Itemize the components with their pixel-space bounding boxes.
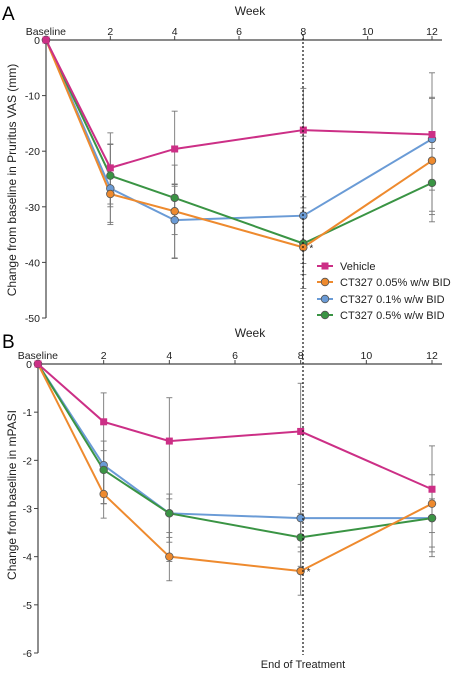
panel-a-top-axis-title: Week [235,4,266,18]
legend-marker-ct327-01 [320,294,330,304]
panel-b-line-ct327-01 [37,363,432,520]
panel-a-line-ct327-005 [45,39,433,249]
panel-b-y-tick-label: 0 [26,359,32,371]
panel-b-x-tick-label: 10 [360,350,372,362]
panel-b-point-ct327-05 [165,509,174,518]
legend-label-vehicle: Vehicle [340,261,375,273]
panel-a-y-tick-label: -50 [25,313,40,325]
panel-b-line-vehicle [37,363,433,491]
panel-a-point-ct327-05 [427,178,437,188]
panel-a-x-tick-label: 2 [107,26,113,38]
panel-a: A Week Change from baseline in Pruritus … [2,4,451,325]
panel-a-y-tick-label: -10 [25,91,40,103]
panel-a-x-tick-label: 8 [300,26,306,38]
panel-a-x-tick-label: 4 [172,26,178,38]
panel-b-point-ct327-005 [427,499,437,508]
panel-b-y-tick-label: -5 [23,600,32,612]
panel-a-y-tick-label: 0 [34,35,40,47]
panel-b-y-tick-label: -1 [23,407,32,419]
legend: Vehicle CT327 0.05% w/w BID CT327 0.1% w… [317,261,451,322]
legend-label-ct327-01: CT327 0.1% w/w BID [340,294,445,306]
panel-a-point-ct327-05 [170,193,179,203]
panel-b-x-tick-label: Baseline [18,350,58,362]
panel-b-point-vehicle [297,427,305,435]
panel-b-point-ct327-005 [99,489,108,499]
panel-b-point-ct327-005 [165,552,174,561]
panel-a-line-ct327-05 [45,39,433,245]
end-of-treatment-label: End of Treatment [261,659,345,671]
panel-b-x-tick-label: 12 [426,350,438,362]
panel-a-y-tick-label: -20 [25,146,40,158]
panel-b-line-ct327-005 [37,363,433,573]
panel-a-y-tick-label: -30 [25,202,40,214]
legend-item-ct327-05: CT327 0.5% w/w BID [317,310,445,322]
panel-b-point-vehicle [34,360,42,368]
panel-a-y-axis-title: Change from baseline in Pruritus VAS (mm… [5,64,19,297]
panel-b-significance-marker: * [307,567,311,578]
panel-a-x-tick-label: Baseline [26,26,66,38]
panel-a-point-ct327-005 [170,207,179,216]
panel-b-point-vehicle [100,418,108,426]
panel-b-top-axis-title: Week [235,326,266,340]
panel-b-point-ct327-005 [296,566,305,576]
panel-b-y-axis-title: Change from baseline in mPASI [5,410,19,580]
legend-label-ct327-005: CT327 0.05% w/w BID [340,277,451,289]
panel-a-x-tick-label: 6 [236,26,242,38]
panel-b-point-vehicle [428,485,436,493]
panel-b-point-vehicle [165,437,173,445]
panel-a-point-ct327-01 [170,215,179,225]
panel-b-line-ct327-05 [37,363,433,539]
panel-b-x-tick-label: 4 [166,350,172,362]
legend-item-vehicle: Vehicle [317,261,375,273]
panel-a-point-vehicle [106,164,114,172]
panel-b-point-ct327-05 [427,513,437,523]
panel-b-point-ct327-05 [99,465,108,475]
panel-a-point-vehicle [428,131,436,139]
panel-b: B Week Change from baseline in mPASI Bas… [2,326,442,660]
panel-b-x-tick-label: 8 [298,350,304,362]
panel-a-line-vehicle [45,39,433,170]
legend-marker-ct327-05 [320,310,330,320]
panel-b-y-tick-label: -6 [23,648,32,660]
legend-marker-ct327-005 [320,277,330,287]
legend-label-ct327-05: CT327 0.5% w/w BID [340,310,445,322]
legend-marker-vehicle [321,262,329,270]
panel-a-letter: A [2,4,15,25]
panel-a-x-tick-label: 10 [362,26,374,38]
panel-b-y-tick-label: -3 [23,504,32,516]
panel-a-line-ct327-01 [45,39,433,222]
panel-b-y-tick-label: -2 [23,455,32,467]
legend-item-ct327-005: CT327 0.05% w/w BID [317,277,451,289]
panel-a-significance-marker: * [309,243,313,254]
panel-b-y-tick-label: -4 [23,552,32,564]
panel-a-point-ct327-005 [427,156,437,165]
panel-a-point-vehicle [171,145,179,153]
panel-b-letter: B [2,332,15,353]
panel-b-point-ct327-01 [296,513,305,523]
panel-a-x-tick-label: 12 [426,26,438,38]
panel-b-plot: Baseline 2 4 6 8 10 12 0 -1 -2 -3 -4 -5 -6 * [18,350,442,660]
panel-a-point-ct327-05 [106,171,115,180]
panel-a-y-tick-label: -40 [25,257,40,269]
panel-a-point-vehicle [42,36,50,44]
legend-item-ct327-01: CT327 0.1% w/w BID [317,294,445,306]
panel-b-x-tick-label: 6 [232,350,238,362]
panel-a-plot: Baseline 2 4 6 8 10 12 0 -10 -20 -30 -40 -50 * [25,26,442,325]
panel-a-point-ct327-005 [106,189,115,199]
panel-b-x-tick-label: 2 [101,350,107,362]
